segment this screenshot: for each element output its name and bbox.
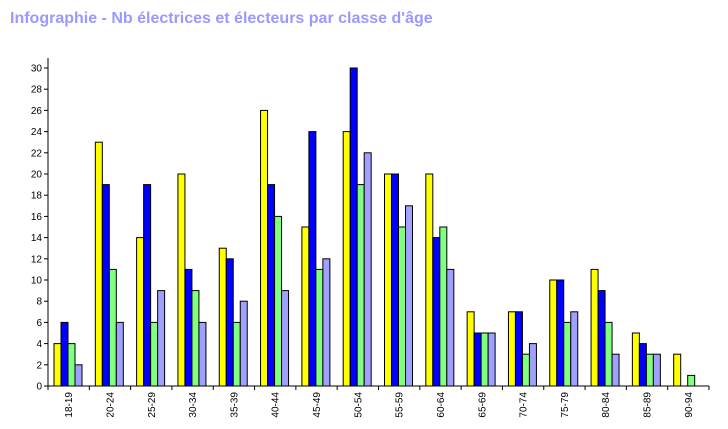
y-tick-label: 24: [31, 127, 43, 138]
bar-35-39-series-1: [218, 247, 227, 387]
x-tick-label-30-34: 30-34: [188, 392, 199, 418]
bar-45-49-series-3: [315, 268, 324, 387]
bar-85-89-series-3: [645, 353, 654, 387]
bar-20-24-series-4: [115, 321, 124, 387]
bar-20-24-series-2: [101, 184, 110, 387]
bar-30-34-series-4: [198, 321, 207, 387]
bar-50-54-series-3: [356, 184, 365, 387]
y-tick-label: 4: [36, 339, 42, 350]
bar-18-19-series-4: [74, 364, 83, 387]
bar-18-19-series-1: [53, 343, 62, 387]
bar-90-94-series-1: [673, 353, 682, 387]
bar-60-64-series-2: [432, 237, 441, 387]
bar-55-59-series-2: [391, 173, 399, 387]
y-tick-label: 16: [31, 212, 43, 223]
x-tick-label-80-84: 80-84: [601, 392, 612, 418]
y-tick-label: 6: [36, 318, 42, 329]
x-tick-label-90-94: 90-94: [684, 392, 695, 418]
bar-55-59-series-3: [398, 226, 406, 387]
bar-55-59-series-4: [405, 205, 413, 387]
x-tick-label-20-24: 20-24: [105, 392, 116, 418]
bar-20-24-series-1: [94, 141, 103, 387]
x-tick-label-85-89: 85-89: [643, 392, 654, 418]
bar-25-29-series-1: [136, 237, 145, 387]
y-tick-label: 20: [31, 170, 43, 181]
bar-18-19-series-3: [67, 343, 76, 387]
x-tick-label-75-79: 75-79: [560, 392, 571, 418]
bar-75-79-series-1: [549, 279, 558, 387]
bar-30-34-series-2: [184, 268, 193, 387]
bar-60-64-series-1: [425, 173, 434, 387]
bar-30-34-series-1: [177, 173, 186, 387]
y-tick-label: 26: [31, 106, 43, 117]
bar-60-64-series-4: [446, 268, 455, 387]
bar-35-39-series-4: [239, 300, 248, 387]
bar-40-44-series-3: [274, 215, 283, 387]
bar-25-29-series-4: [157, 290, 166, 387]
bar-75-79-series-3: [563, 321, 572, 387]
bar-40-44-series-4: [281, 290, 290, 387]
y-tick-label: 0: [36, 382, 42, 393]
x-tick-label-55-59: 55-59: [395, 392, 406, 418]
x-tick-label-25-29: 25-29: [147, 392, 158, 418]
bar-50-54-series-4: [363, 152, 372, 387]
bar-85-89-series-1: [631, 332, 640, 387]
bar-80-84-series-4: [611, 353, 620, 387]
bars-group: [53, 67, 696, 387]
bar-75-79-series-4: [570, 311, 579, 387]
y-tick-label: 2: [36, 360, 42, 371]
bar-35-39-series-3: [232, 321, 241, 387]
bar-25-29-series-2: [143, 184, 152, 387]
bar-70-74-series-1: [507, 311, 516, 387]
y-tick-label: 10: [31, 276, 43, 287]
bar-50-54-series-2: [349, 67, 358, 387]
y-tick-label: 30: [31, 64, 43, 75]
y-tick-label: 8: [36, 297, 42, 308]
x-tick-label-70-74: 70-74: [519, 392, 530, 418]
bar-85-89-series-2: [638, 343, 647, 387]
bar-70-74-series-2: [514, 311, 523, 387]
y-tick-label: 18: [31, 191, 43, 202]
x-tick-label-45-49: 45-49: [312, 392, 323, 418]
bar-20-24-series-3: [108, 268, 117, 387]
bar-80-84-series-1: [590, 268, 599, 387]
bar-55-59-series-1: [384, 173, 392, 387]
x-tick-label-40-44: 40-44: [271, 392, 282, 418]
bar-50-54-series-1: [342, 131, 351, 387]
y-tick-label: 28: [31, 85, 43, 96]
bar-65-69-series-3: [480, 332, 489, 387]
y-tick-label: 22: [31, 148, 43, 159]
bar-75-79-series-2: [556, 279, 565, 387]
bar-65-69-series-2: [473, 332, 482, 387]
x-tick-label-18-19: 18-19: [64, 392, 75, 418]
y-tick-label: 12: [31, 254, 43, 265]
bar-25-29-series-3: [150, 321, 159, 387]
bar-70-74-series-3: [521, 353, 530, 387]
bar-45-49-series-2: [308, 131, 317, 387]
bar-45-49-series-1: [301, 226, 310, 387]
bar-65-69-series-1: [466, 311, 475, 387]
bar-45-49-series-4: [322, 258, 331, 387]
chart-title: Infographie - Nb électrices et électeurs…: [10, 10, 433, 27]
x-tick-label-35-39: 35-39: [229, 392, 240, 418]
bar-30-34-series-3: [191, 290, 200, 387]
bar-80-84-series-2: [597, 290, 606, 387]
x-tick-label-60-64: 60-64: [436, 392, 447, 418]
bar-65-69-series-4: [487, 332, 496, 387]
bar-40-44-series-2: [267, 184, 276, 387]
bar-70-74-series-4: [528, 343, 537, 387]
bar-40-44-series-1: [260, 109, 269, 387]
bar-90-94-series-3: [687, 374, 696, 387]
x-tick-label-65-69: 65-69: [477, 392, 488, 418]
y-tick-label: 14: [31, 233, 43, 244]
bar-85-89-series-4: [652, 353, 661, 387]
bar-80-84-series-3: [604, 321, 613, 387]
bar-60-64-series-3: [439, 226, 448, 387]
bar-35-39-series-2: [225, 258, 234, 387]
x-tick-label-50-54: 50-54: [353, 392, 364, 418]
bar-18-19-series-2: [60, 321, 69, 387]
